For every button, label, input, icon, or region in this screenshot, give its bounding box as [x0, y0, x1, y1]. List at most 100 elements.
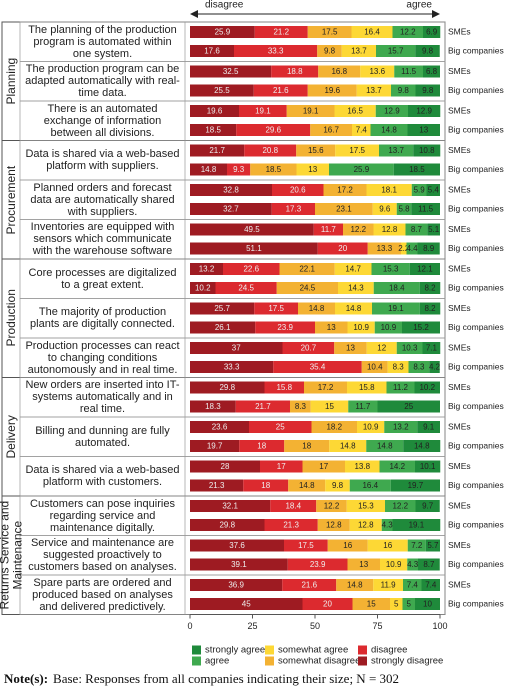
statement-label: Service and maintenance are suggested pr…: [28, 537, 177, 574]
bar-segment: [190, 400, 236, 413]
value-label: 19.1: [255, 107, 271, 116]
row-label: SMEs: [448, 342, 471, 352]
value-label: 39.1: [231, 560, 247, 569]
value-label: 20.7: [301, 344, 317, 353]
value-label: 5.8: [398, 205, 410, 214]
statement-label: Data is shared via a web-based platform …: [25, 464, 180, 489]
value-label: 10.1: [420, 462, 436, 471]
value-label: 49.5: [244, 225, 260, 234]
value-label: 21.6: [301, 581, 317, 590]
bar-segment: [403, 440, 441, 452]
statement-label: Core processes are digitalized to a grea…: [28, 266, 177, 291]
value-label: 37.6: [229, 541, 245, 550]
x-tick-label: 0: [187, 621, 192, 631]
value-label: 33.3: [268, 47, 284, 56]
value-label: 12.2: [324, 502, 340, 511]
row-label: Big companies: [448, 124, 504, 134]
bar-segment: [296, 144, 336, 157]
bar-segment: [347, 558, 380, 571]
bar-segment: [391, 84, 416, 97]
value-label: 18: [257, 442, 266, 451]
value-label: 15.8: [276, 383, 292, 392]
value-label: 16.4: [362, 481, 378, 490]
value-label: 7.1: [426, 344, 438, 353]
row-label: Big companies: [448, 45, 504, 55]
value-label: 16: [383, 541, 392, 550]
bar-segment: [415, 45, 440, 57]
bar-segment: [346, 500, 385, 512]
bar-segment: [349, 519, 382, 531]
bar-segment: [318, 65, 361, 78]
bar-segment: [272, 184, 324, 196]
value-label: 19.1: [303, 107, 319, 116]
value-label: 6.9: [426, 28, 438, 37]
bar-segment: [255, 321, 315, 334]
bar-segment: [347, 381, 387, 394]
value-label: 4.4: [406, 244, 418, 253]
value-label: 14.8: [377, 442, 393, 451]
value-label: 11.7: [321, 225, 337, 234]
value-label: 28: [221, 462, 230, 471]
value-label: 8.3: [413, 363, 425, 372]
value-label: 23.1: [336, 205, 352, 214]
value-label: 10.3: [402, 344, 418, 353]
value-label: 13: [359, 560, 368, 569]
value-label: 20: [323, 600, 332, 609]
value-label: 12.8: [326, 521, 342, 530]
value-label: 20.8: [262, 146, 278, 155]
bar-segment: [402, 598, 415, 610]
bar-segment: [349, 479, 391, 492]
value-label: 10.2: [419, 383, 435, 392]
value-label: 13.2: [393, 423, 409, 432]
value-label: 18.5: [205, 126, 221, 135]
legend-label: strongly agree: [205, 645, 265, 656]
value-label: 18: [302, 442, 311, 451]
bar-segment: [370, 124, 408, 136]
value-label: 12.8: [358, 521, 374, 530]
value-label: 13: [308, 165, 317, 174]
row-label: Big companies: [448, 559, 504, 569]
bar-segment: [415, 598, 440, 610]
statement-label: Inventories are equipped with sensors wh…: [30, 221, 175, 258]
statement-label: The planning of the production program i…: [28, 23, 177, 60]
value-label: 18.1: [381, 186, 397, 195]
value-label: 5: [407, 600, 412, 609]
bar-segment: [356, 84, 391, 97]
bar-segment: [415, 500, 440, 512]
row-label: Big companies: [448, 480, 504, 490]
bar-segment: [270, 500, 317, 512]
value-label: 19.1: [409, 521, 425, 530]
value-label: 18: [261, 481, 270, 490]
value-label: 19.6: [207, 107, 223, 116]
value-label: 2.2: [398, 244, 410, 253]
bar-segment: [409, 263, 440, 275]
bar-segment: [376, 45, 416, 57]
bar-segment: [234, 45, 318, 57]
value-label: 9.3: [233, 165, 245, 174]
bar-segment: [411, 184, 427, 196]
bar-segment: [317, 519, 350, 531]
value-label: 18.5: [409, 165, 425, 174]
value-label: 5.9: [414, 186, 426, 195]
legend-swatch: [265, 645, 274, 655]
bar-segment: [298, 302, 335, 315]
row-label: SMEs: [448, 224, 471, 234]
value-label: 4.3: [407, 560, 419, 569]
bar-segment: [190, 361, 274, 373]
legend-label: agree: [205, 656, 229, 667]
row-label: Big companies: [448, 203, 504, 213]
row-label: SMEs: [448, 184, 471, 194]
value-label: 15: [367, 600, 376, 609]
row-label: SMEs: [448, 263, 471, 273]
bar-segment: [408, 105, 441, 117]
value-label: 17.2: [337, 186, 353, 195]
bar-segment: [366, 342, 397, 354]
value-label: 18.4: [285, 502, 301, 511]
value-label: 11.2: [393, 383, 409, 392]
legend-swatch: [358, 656, 367, 666]
bar-segment: [190, 342, 283, 354]
value-label: 10.2: [195, 284, 211, 293]
row-label: Big companies: [448, 282, 504, 292]
value-label: 16.5: [347, 107, 363, 116]
